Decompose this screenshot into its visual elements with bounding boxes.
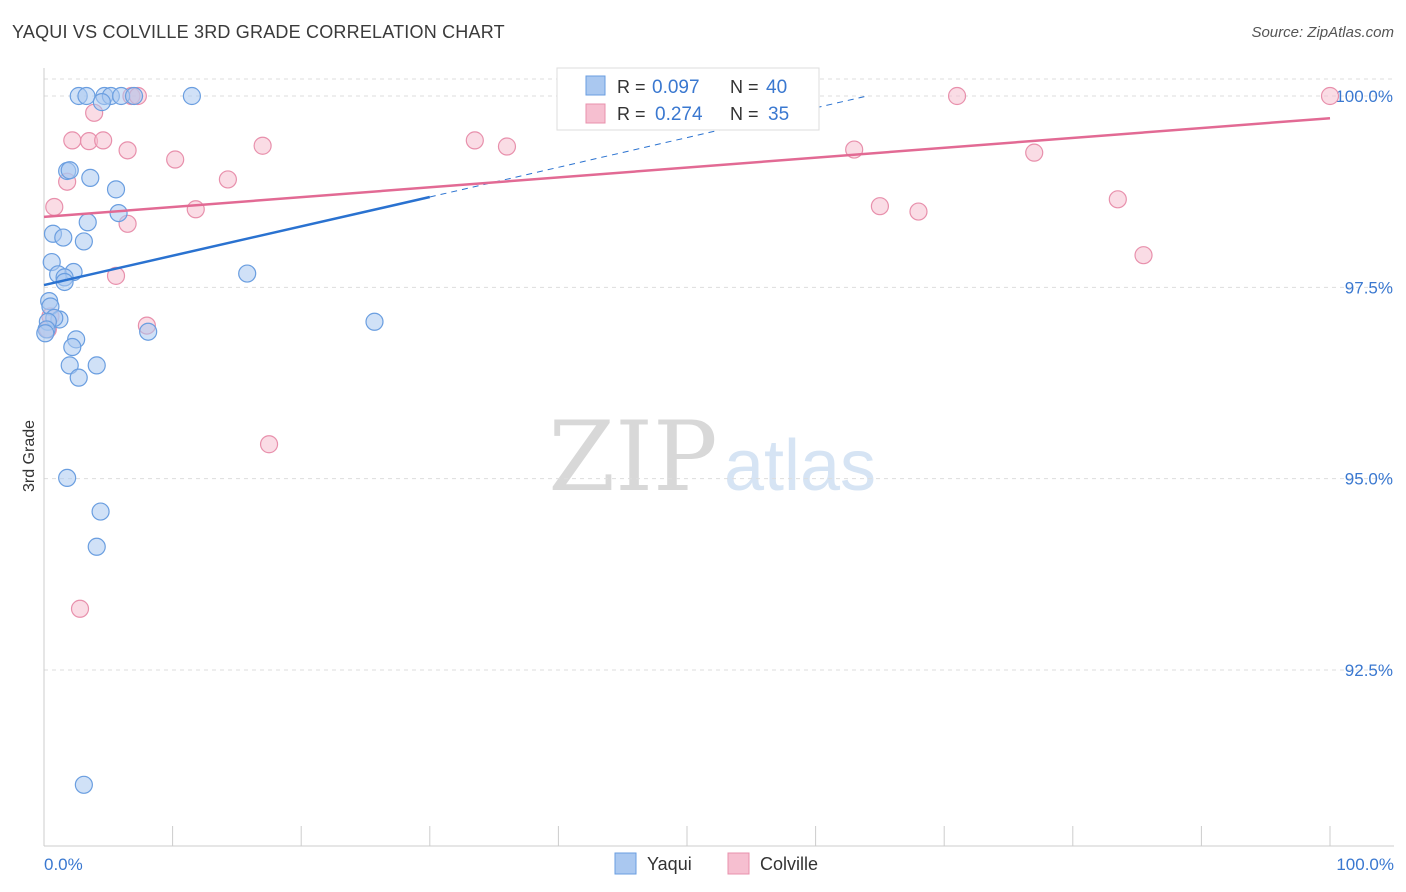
- colville-point: [465, 131, 484, 150]
- colville-point: [1134, 246, 1153, 265]
- colville-point: [94, 131, 113, 150]
- colville-point: [1320, 86, 1340, 106]
- colville-point: [253, 136, 272, 155]
- yaqui-point: [69, 368, 88, 387]
- yaqui-point: [74, 232, 93, 251]
- yaqui-point: [60, 161, 79, 180]
- legend-bottom-label-yaqui: Yaqui: [647, 854, 692, 874]
- legend-bottom-swatch-colville: [727, 852, 750, 875]
- yaqui-point: [109, 203, 128, 223]
- legend-bottom-label-colville: Colville: [760, 854, 818, 874]
- colville-point: [45, 197, 64, 217]
- legend-yaqui-n-value: 40: [766, 77, 787, 98]
- points-layer: [36, 86, 1340, 794]
- colville-point: [186, 200, 205, 219]
- yaqui-point: [91, 502, 110, 521]
- yaqui-point: [36, 324, 55, 343]
- legend-yaqui-n-label: N =: [730, 77, 759, 97]
- yaqui-point: [63, 337, 82, 357]
- legend-colville-r-value: 0.274: [655, 104, 703, 125]
- legend-bottom-swatch-yaqui: [614, 852, 637, 875]
- yaqui-point: [81, 168, 100, 187]
- legend-bottom: Yaqui Colville: [614, 852, 818, 875]
- colville-point: [63, 131, 82, 150]
- yaqui-point: [139, 322, 158, 341]
- colville-point: [947, 86, 967, 106]
- y-tick-label: 92.5%: [1345, 661, 1393, 680]
- yaqui-point: [87, 537, 106, 556]
- legend-yaqui-r-value: 0.097: [652, 77, 700, 98]
- yaqui-point: [238, 264, 257, 283]
- legend-colville-n-value: 35: [768, 104, 789, 125]
- legend-colville-r-label: R =: [617, 104, 646, 124]
- legend-top: R = 0.097 N = 40 R = 0.274 N = 35: [556, 67, 820, 131]
- legend-yaqui-r-label: R =: [617, 77, 651, 97]
- colville-point: [218, 170, 237, 189]
- legend-swatch-yaqui: [585, 75, 606, 96]
- trend-layer: [429, 95, 868, 198]
- yaqui-point: [92, 93, 111, 112]
- colville-trend-line: [43, 116, 1331, 219]
- y-tick-label: 100.0%: [1335, 87, 1393, 106]
- yaqui-point: [77, 86, 96, 106]
- yaqui-point: [182, 86, 201, 106]
- colville-point: [118, 141, 137, 160]
- colville-point: [1108, 190, 1127, 209]
- colville-point: [259, 435, 279, 454]
- x-tick-min-label: 0.0%: [44, 855, 83, 874]
- y-axis-label: 3rd Grade: [21, 420, 38, 492]
- yaqui-point: [124, 86, 144, 106]
- watermark-zip: ZIP: [548, 401, 717, 513]
- legend-swatch-colville: [585, 103, 606, 124]
- yaqui-point: [87, 356, 106, 375]
- colville-point: [70, 599, 90, 618]
- axis-layer: 0.0% 100.0% 3rd Grade: [21, 68, 1394, 874]
- yaqui-point: [58, 468, 77, 488]
- grid-layer: 100.0% 97.5% 95.0% 92.5%: [44, 78, 1394, 680]
- yaqui-point: [365, 312, 384, 331]
- colville-point: [166, 150, 185, 169]
- yaqui-point: [54, 228, 73, 247]
- x-tick-max-label: 100.0%: [1336, 855, 1394, 874]
- yaqui-trend-line: [43, 195, 431, 287]
- chart-source: Source: ZipAtlas.com: [1251, 24, 1394, 41]
- yaqui-point: [78, 213, 97, 232]
- y-tick-label: 97.5%: [1345, 278, 1393, 297]
- legend-colville-n-label: N =: [730, 104, 759, 124]
- yaqui-point: [60, 356, 79, 375]
- yaqui-point: [106, 180, 126, 199]
- colville-point: [870, 197, 890, 216]
- yaqui-trend-extension: [429, 95, 868, 198]
- y-tick-label: 95.0%: [1345, 470, 1393, 489]
- colville-point: [497, 137, 517, 156]
- colville-point: [1025, 143, 1044, 162]
- colville-point: [909, 202, 928, 221]
- chart-title: YAQUI VS COLVILLE 3RD GRADE CORRELATION …: [12, 22, 505, 42]
- yaqui-point: [74, 775, 93, 794]
- watermark-atlas: atlas: [724, 426, 876, 506]
